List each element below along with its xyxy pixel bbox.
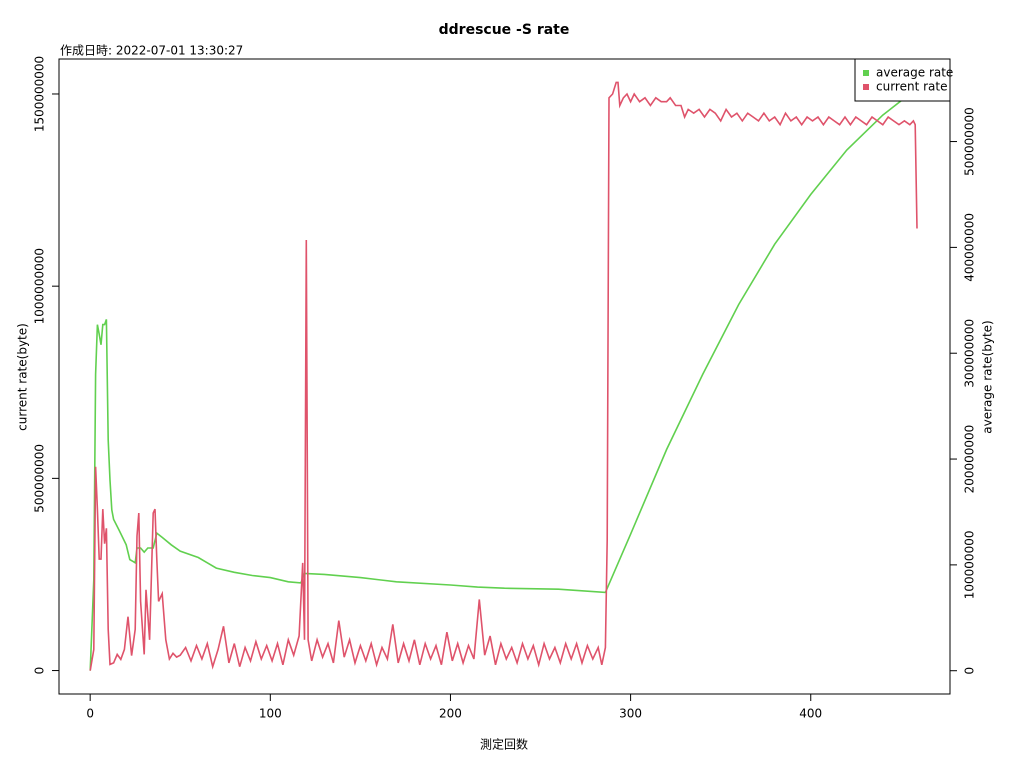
x-tick-label: 200 bbox=[439, 707, 462, 721]
plot-frame bbox=[58, 58, 951, 695]
y-tick-label: 1500000000 bbox=[33, 56, 47, 132]
y2-axis-label: average rate(byte) bbox=[981, 320, 995, 433]
y-tick-label: 1000000000 bbox=[33, 248, 47, 324]
legend-box bbox=[854, 58, 951, 102]
x-tick-label: 300 bbox=[619, 707, 642, 721]
y2-tick-label: 300000000 bbox=[963, 319, 977, 388]
y-tick-label: 0 bbox=[33, 667, 47, 675]
x-tick-label: 100 bbox=[259, 707, 282, 721]
y2-tick-label: 200000000 bbox=[963, 425, 977, 494]
legend-label: current rate bbox=[876, 80, 947, 94]
y2-tick-label: 500000000 bbox=[963, 107, 977, 176]
chart-title: ddrescue -S rate bbox=[439, 22, 570, 38]
series-line bbox=[89, 90, 918, 671]
y-axis-label: current rate(byte) bbox=[16, 323, 30, 431]
series-line bbox=[89, 81, 918, 671]
x-tick-label: 400 bbox=[799, 707, 822, 721]
y-tick-label: 500000000 bbox=[33, 444, 47, 513]
x-tick-label: 0 bbox=[86, 707, 94, 721]
y2-tick-label: 100000000 bbox=[963, 531, 977, 600]
y2-tick-label: 400000000 bbox=[963, 213, 977, 282]
legend-swatch bbox=[863, 70, 869, 76]
legend-swatch bbox=[863, 84, 869, 90]
x-axis-label: 測定回数 bbox=[480, 737, 528, 752]
legend-label: average rate bbox=[876, 66, 953, 80]
chart-subtitle: 作成日時: 2022-07-01 13:30:27 bbox=[60, 44, 243, 58]
y2-tick-label: 0 bbox=[963, 667, 977, 675]
